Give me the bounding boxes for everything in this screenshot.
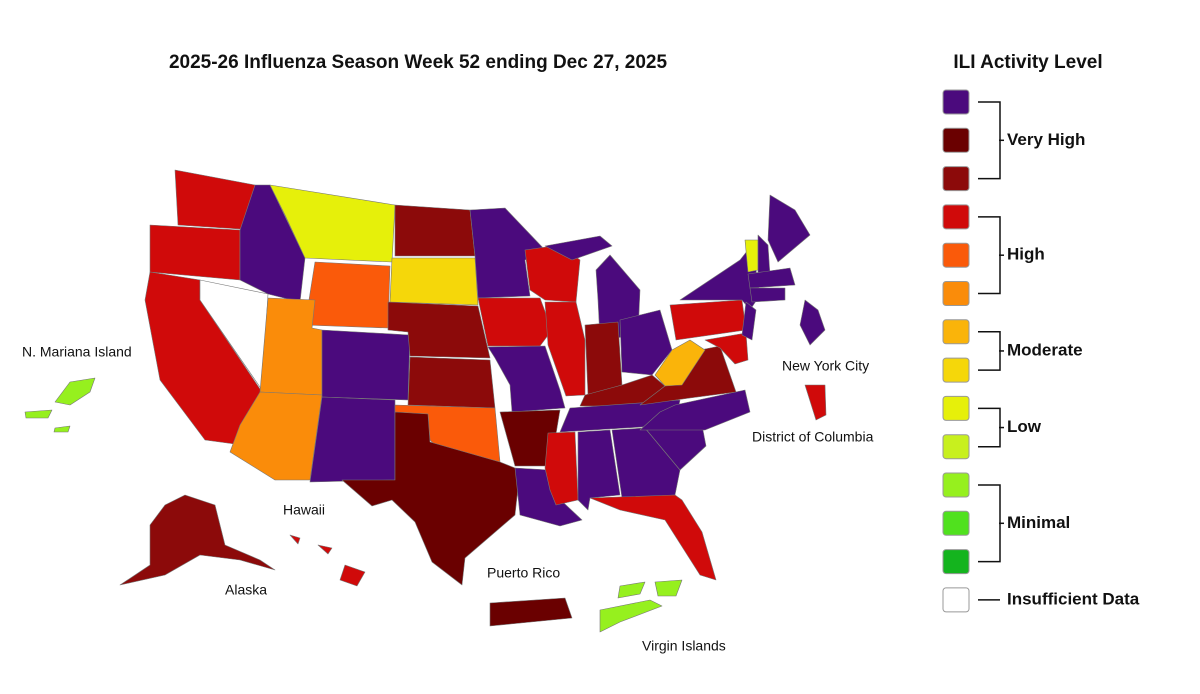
region-label: Puerto Rico	[487, 565, 560, 581]
legend-bracket	[978, 484, 1001, 563]
state	[407, 356, 496, 409]
legend-title: ILI Activity Level	[953, 52, 1102, 73]
state	[321, 329, 411, 401]
region-label: District of Columbia	[752, 429, 874, 445]
state	[487, 345, 566, 413]
state	[741, 301, 757, 341]
hawaii	[289, 534, 301, 545]
puerto-rico	[489, 597, 573, 627]
state	[259, 297, 323, 396]
state	[149, 224, 241, 281]
alaska	[119, 494, 276, 586]
state	[544, 431, 579, 506]
hawaii	[339, 564, 366, 587]
hawaii	[317, 544, 333, 555]
map	[24, 169, 827, 633]
state	[309, 396, 396, 483]
virgin-islands	[599, 599, 663, 633]
legend-bracket	[978, 407, 1001, 448]
legend-bracket	[978, 331, 1001, 371]
legend-bracket	[978, 216, 1001, 295]
region-label: New York City	[782, 358, 869, 374]
region-labels: N. Mariana Island Hawaii Alaska Puerto R…	[22, 344, 874, 654]
state	[619, 309, 673, 376]
mariana-island	[54, 377, 96, 406]
legend-label: Low	[1007, 417, 1042, 436]
state	[704, 332, 749, 365]
state	[584, 321, 623, 396]
legend-swatch	[942, 434, 970, 460]
region-label: Hawaii	[283, 502, 325, 518]
state	[269, 184, 396, 263]
new-york-city	[804, 384, 827, 421]
state	[387, 301, 491, 359]
state	[669, 299, 747, 341]
legend-swatch	[942, 319, 970, 345]
mariana-island	[53, 425, 71, 433]
legend-swatch	[942, 549, 970, 575]
state	[611, 427, 681, 499]
mariana-island	[24, 409, 53, 419]
region-label: Virgin Islands	[642, 638, 726, 654]
legend-swatch	[942, 89, 970, 115]
virgin-islands	[617, 581, 646, 599]
state	[747, 267, 796, 289]
legend-swatch	[942, 510, 970, 536]
state	[394, 204, 476, 257]
state	[589, 494, 717, 581]
state	[469, 207, 546, 299]
state	[304, 261, 391, 329]
legend-swatch	[942, 242, 970, 268]
virgin-islands	[654, 579, 683, 597]
state	[799, 299, 826, 346]
legend-swatch	[942, 281, 970, 306]
legend-swatch	[942, 472, 970, 498]
region-label: Alaska	[225, 582, 267, 598]
legend-label: Moderate	[1007, 340, 1083, 359]
state	[639, 389, 751, 431]
legend-label: Insufficient Data	[1007, 589, 1140, 608]
legend-label: High	[1007, 245, 1045, 264]
state	[389, 257, 479, 306]
state	[544, 235, 613, 261]
state	[654, 339, 706, 387]
legend: Very High High Moderate Low Minimal Insuffici…	[942, 89, 1140, 613]
legend-label: Minimal	[1007, 513, 1070, 532]
legend-swatch	[942, 204, 970, 230]
legend-swatch	[942, 127, 970, 153]
map-title: 2025-26 Influenza Season Week 52 ending …	[169, 52, 668, 73]
state	[749, 287, 786, 303]
state	[341, 411, 521, 586]
legend-swatch	[942, 587, 970, 613]
region-label: N. Mariana Island	[22, 344, 132, 360]
legend-bracket	[978, 101, 1001, 180]
legend-swatch	[942, 357, 970, 383]
legend-label: Very High	[1007, 130, 1085, 149]
legend-swatch	[942, 395, 970, 421]
state	[767, 194, 811, 263]
legend-swatch	[942, 166, 970, 192]
state	[477, 297, 553, 347]
